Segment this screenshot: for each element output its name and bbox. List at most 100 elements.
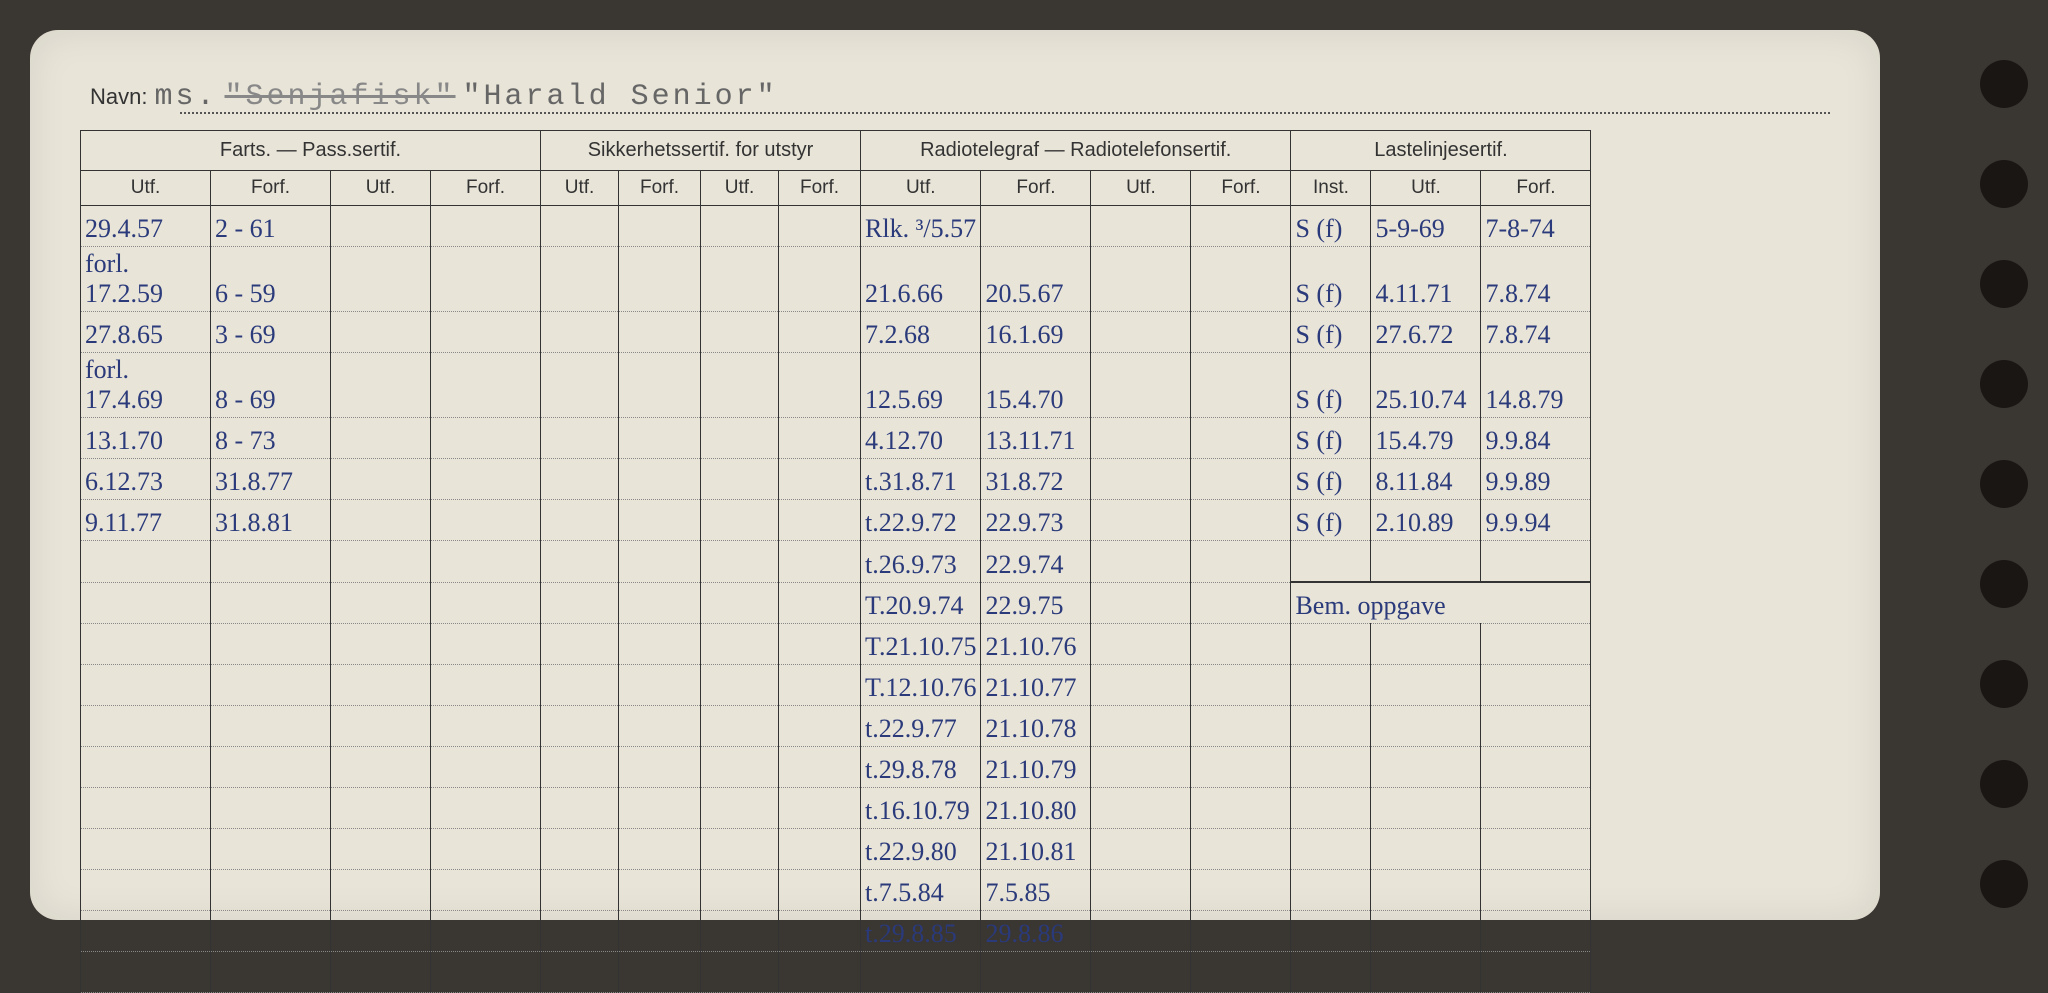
cell: t.26.9.73	[861, 541, 981, 583]
navn-prefix: ms.	[154, 80, 217, 114]
cell: S (f)	[1291, 312, 1371, 353]
cell: 15.4.79	[1371, 418, 1481, 459]
hole-icon	[1980, 160, 2028, 208]
cell: 4.11.71	[1371, 247, 1481, 312]
cell: 8.11.84	[1371, 459, 1481, 500]
col-forf: Forf.	[431, 171, 541, 206]
cell: 7-8-74	[1481, 206, 1591, 247]
cell: 9.9.94	[1481, 500, 1591, 541]
cell: 4.12.70	[861, 418, 981, 459]
hole-icon	[1980, 660, 2028, 708]
cell	[981, 206, 1091, 247]
cell: 14.8.79	[1481, 353, 1591, 418]
cell: forl. 17.4.69	[81, 353, 211, 418]
cell: 21.10.77	[981, 665, 1091, 706]
col-utf: Utf.	[1091, 171, 1191, 206]
cell: 7.5.85	[981, 870, 1091, 911]
cell: t.22.9.77	[861, 706, 981, 747]
cell: 7.8.74	[1481, 312, 1591, 353]
col-utf: Utf.	[701, 171, 779, 206]
header-farts: Farts. — Pass.sertif.	[81, 131, 541, 171]
cell: 2.10.89	[1371, 500, 1481, 541]
cell: T.21.10.75	[861, 624, 981, 665]
cell: 9.9.89	[1481, 459, 1591, 500]
cell: t.22.9.72	[861, 500, 981, 541]
col-utf: Utf.	[861, 171, 981, 206]
cell: 20.5.67	[981, 247, 1091, 312]
col-utf: Utf.	[331, 171, 431, 206]
cell: S (f)	[1291, 247, 1371, 312]
cell: T.20.9.74	[861, 582, 981, 624]
cell: t.22.9.80	[861, 829, 981, 870]
cell: 7.2.68	[861, 312, 981, 353]
cell: 15.4.70	[981, 353, 1091, 418]
cell: 22.9.75	[981, 582, 1091, 624]
cell: 31.8.77	[211, 459, 331, 500]
cell: 9.9.84	[1481, 418, 1591, 459]
cell: 21.6.66	[861, 247, 981, 312]
col-utf: Utf.	[541, 171, 619, 206]
cell: S (f)	[1291, 418, 1371, 459]
cell: S (f)	[1291, 206, 1371, 247]
cell: 16.1.69	[981, 312, 1091, 353]
cell: forl. 17.2.59	[81, 247, 211, 312]
cell: 13.11.71	[981, 418, 1091, 459]
header-radio: Radiotelegraf — Radiotelefonsertif.	[861, 131, 1291, 171]
cell: T.12.10.76	[861, 665, 981, 706]
hole-icon	[1980, 860, 2028, 908]
cell: t.31.8.71	[861, 459, 981, 500]
hole-icon	[1980, 60, 2028, 108]
cell: 27.8.65	[81, 312, 211, 353]
certificate-table: Farts. — Pass.sertif. Sikkerhetssertif. …	[80, 130, 1591, 993]
index-card: Navn: ms. "Senjafisk" "Harald Senior" Fa…	[30, 30, 1880, 920]
bem-header: Bem. oppgave	[1291, 582, 1591, 624]
col-utf: Utf.	[1371, 171, 1481, 206]
cell: 2 - 61	[211, 206, 331, 247]
col-forf: Forf.	[1191, 171, 1291, 206]
header-laste: Lastelinjesertif.	[1291, 131, 1591, 171]
cell: 21.10.76	[981, 624, 1091, 665]
col-forf: Forf.	[1481, 171, 1591, 206]
cell: 22.9.73	[981, 500, 1091, 541]
hole-icon	[1980, 760, 2028, 808]
cell: 29.4.57	[81, 206, 211, 247]
cell: t.7.5.84	[861, 870, 981, 911]
header-sikkerhet: Sikkerhetssertif. for utstyr	[541, 131, 861, 171]
col-forf: Forf.	[211, 171, 331, 206]
cell: 31.8.81	[211, 500, 331, 541]
cell: 13.1.70	[81, 418, 211, 459]
cell: 21.10.78	[981, 706, 1091, 747]
navn-row: Navn: ms. "Senjafisk" "Harald Senior"	[90, 80, 1830, 114]
cell: 9.11.77	[81, 500, 211, 541]
cell: t.29.8.85	[861, 911, 981, 952]
cell: t.16.10.79	[861, 788, 981, 829]
cell: t.29.8.78	[861, 747, 981, 788]
col-utf: Utf.	[81, 171, 211, 206]
cell: 6 - 59	[211, 247, 331, 312]
cell: 25.10.74	[1371, 353, 1481, 418]
hole-icon	[1980, 260, 2028, 308]
cell: 22.9.74	[981, 541, 1091, 583]
cell: 31.8.72	[981, 459, 1091, 500]
cell: 3 - 69	[211, 312, 331, 353]
cell: 8 - 73	[211, 418, 331, 459]
col-forf: Forf.	[779, 171, 861, 206]
cell: S (f)	[1291, 459, 1371, 500]
navn-struck: "Senjafisk"	[225, 80, 456, 114]
hole-icon	[1980, 360, 2028, 408]
cell: 29.8.86	[981, 911, 1091, 952]
cell: 7.8.74	[1481, 247, 1591, 312]
cell: 21.10.80	[981, 788, 1091, 829]
cell: Rlk. ³/5.57	[861, 206, 981, 247]
navn-label: Navn:	[90, 84, 147, 109]
hole-icon	[1980, 460, 2028, 508]
col-inst: Inst.	[1291, 171, 1371, 206]
navn-underline	[180, 112, 1830, 114]
cell: 5-9-69	[1371, 206, 1481, 247]
hole-icon	[1980, 560, 2028, 608]
cell: 21.10.81	[981, 829, 1091, 870]
cell: 21.10.79	[981, 747, 1091, 788]
cell: 27.6.72	[1371, 312, 1481, 353]
cell: S (f)	[1291, 500, 1371, 541]
col-forf: Forf.	[619, 171, 701, 206]
